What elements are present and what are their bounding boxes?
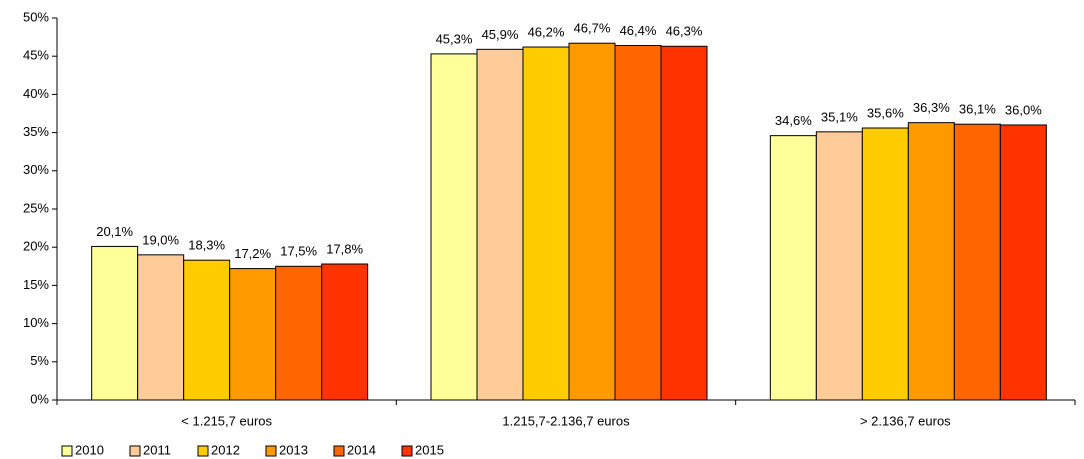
y-tick-label: 35% bbox=[23, 124, 49, 139]
bar bbox=[321, 263, 369, 401]
legend-swatch bbox=[401, 445, 413, 457]
legend-swatch bbox=[129, 445, 141, 457]
y-tick-label: 30% bbox=[23, 162, 49, 177]
legend-swatch bbox=[197, 445, 209, 457]
data-label: 36,1% bbox=[959, 102, 996, 117]
y-tick-label: 0% bbox=[30, 391, 49, 406]
bar bbox=[568, 42, 616, 401]
data-label: 17,8% bbox=[326, 241, 363, 256]
bar bbox=[660, 45, 708, 401]
data-label: 46,2% bbox=[528, 24, 565, 39]
bar bbox=[522, 46, 570, 401]
x-tick-label: > 2.136,7 euros bbox=[860, 413, 951, 428]
legend-swatch bbox=[333, 445, 345, 457]
data-label: 20,1% bbox=[96, 224, 133, 239]
y-tick-label: 25% bbox=[23, 200, 49, 215]
legend-label: 2012 bbox=[211, 442, 240, 457]
bar bbox=[229, 268, 277, 401]
data-label: 17,5% bbox=[280, 244, 317, 259]
data-label: 36,0% bbox=[1005, 102, 1042, 117]
data-label: 34,6% bbox=[775, 113, 812, 128]
y-tick-label: 15% bbox=[23, 277, 49, 292]
bar bbox=[183, 259, 231, 401]
y-tick-label: 10% bbox=[23, 315, 49, 330]
bar bbox=[275, 265, 323, 401]
bar bbox=[476, 48, 524, 401]
legend-swatch bbox=[265, 445, 277, 457]
legend-label: 2014 bbox=[347, 442, 376, 457]
bar bbox=[137, 254, 185, 401]
legend-label: 2010 bbox=[75, 442, 104, 457]
bar bbox=[953, 123, 1001, 401]
data-label: 17,2% bbox=[234, 246, 271, 261]
data-label: 46,4% bbox=[620, 23, 657, 38]
data-label: 46,3% bbox=[666, 24, 703, 39]
data-label: 46,7% bbox=[574, 21, 611, 36]
y-tick-label: 5% bbox=[30, 353, 49, 368]
y-tick-label: 40% bbox=[23, 86, 49, 101]
data-label: 19,0% bbox=[142, 232, 179, 247]
bar bbox=[907, 122, 955, 401]
bar bbox=[614, 45, 662, 401]
data-label: 18,3% bbox=[188, 238, 225, 253]
legend-label: 2015 bbox=[415, 442, 444, 457]
data-label: 35,6% bbox=[867, 105, 904, 120]
bar bbox=[430, 53, 478, 401]
data-label: 36,3% bbox=[913, 100, 950, 115]
legend-swatch bbox=[61, 445, 73, 457]
bar bbox=[861, 127, 909, 401]
y-tick-label: 50% bbox=[23, 9, 49, 24]
bar bbox=[769, 135, 817, 401]
data-label: 45,9% bbox=[482, 27, 519, 42]
y-tick-label: 20% bbox=[23, 239, 49, 254]
x-tick-label: 1.215,7-2.136,7 euros bbox=[502, 413, 630, 428]
legend-label: 2011 bbox=[143, 442, 171, 457]
legend-label: 2013 bbox=[279, 442, 308, 457]
data-label: 35,1% bbox=[821, 109, 858, 124]
x-tick-label: < 1.215,7 euros bbox=[181, 413, 272, 428]
bar bbox=[999, 124, 1047, 401]
data-label: 45,3% bbox=[436, 31, 473, 46]
bar bbox=[815, 131, 863, 401]
y-tick-label: 45% bbox=[23, 48, 49, 63]
bar bbox=[91, 245, 139, 401]
